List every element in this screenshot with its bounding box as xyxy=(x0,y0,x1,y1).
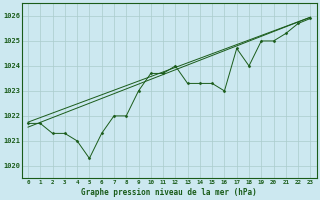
X-axis label: Graphe pression niveau de la mer (hPa): Graphe pression niveau de la mer (hPa) xyxy=(81,188,257,197)
